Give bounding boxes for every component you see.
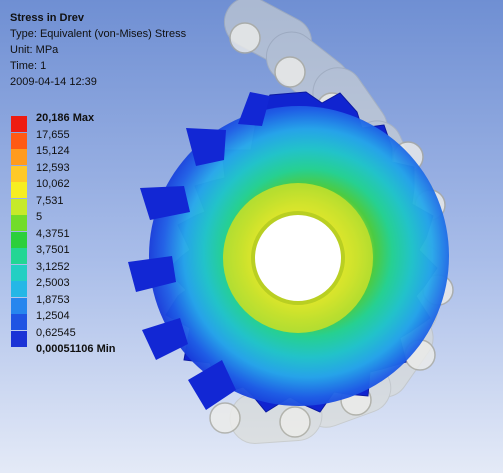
legend-swatch (11, 182, 27, 198)
legend-label: 5 (36, 211, 43, 223)
legend-label: 2,5003 (36, 277, 70, 289)
legend-label: 1,8753 (36, 293, 70, 306)
result-time: Time: 1 (10, 60, 47, 72)
legend-row: 2,5003 (11, 277, 211, 297)
legend-swatch (11, 198, 27, 215)
legend-row: 10,062 (11, 178, 211, 198)
legend-row: 1,2504 (11, 310, 211, 330)
legend-swatch (11, 297, 27, 314)
legend-swatch (11, 215, 27, 231)
legend-label: 4,3751 (36, 227, 70, 240)
legend-swatch (11, 165, 27, 182)
result-type: Type: Equivalent (von-Mises) Stress (10, 28, 187, 40)
legend-row: 3,1252 (11, 260, 211, 281)
legend-label: 3,7501 (36, 244, 70, 256)
legend-row: 0,00051106 Min (11, 343, 211, 359)
legend-row: 12,593 (11, 161, 211, 182)
legend-row: 4,3751 (11, 227, 211, 248)
result-date: 2009-04-14 12:39 (10, 76, 97, 88)
legend-label: 1,2504 (36, 310, 70, 322)
legend-row: 3,7501 (11, 244, 211, 264)
legend-label: 17,655 (36, 128, 70, 141)
legend-label: 10,062 (36, 178, 70, 190)
legend-label: 15,124 (36, 145, 70, 157)
legend-swatch (11, 330, 27, 347)
legend-swatch (11, 116, 27, 132)
legend-label: 7,531 (36, 194, 64, 207)
sprocket (128, 91, 449, 413)
legend-swatch (11, 314, 27, 330)
legend-label: 12,593 (36, 161, 70, 174)
result-title: Stress in Drev (10, 12, 84, 24)
legend-row: 1,8753 (11, 293, 211, 314)
legend-row: 17,655 (11, 128, 211, 149)
legend-row: 5 (11, 211, 211, 231)
legend-swatch (11, 248, 27, 264)
legend-label: 3,1252 (36, 260, 70, 273)
result-unit: Unit: MPa (10, 44, 59, 56)
legend-row: 20,186 Max (11, 112, 211, 132)
legend-label: 0,00051106 Min (36, 343, 116, 355)
legend-row: 0,62545 (11, 326, 211, 347)
legend-swatch (11, 132, 27, 149)
legend-swatch (11, 281, 27, 297)
result-info-panel: Stress in Drev Type: Equivalent (von-Mis… (10, 10, 186, 90)
legend-row: 15,124 (11, 145, 211, 165)
legend-label: 20,186 Max (36, 112, 95, 124)
legend-swatch (11, 231, 27, 248)
legend-swatch (11, 149, 27, 165)
legend-row: 7,531 (11, 194, 211, 215)
legend-label: 0,62545 (36, 326, 76, 339)
legend-swatch (11, 264, 27, 281)
